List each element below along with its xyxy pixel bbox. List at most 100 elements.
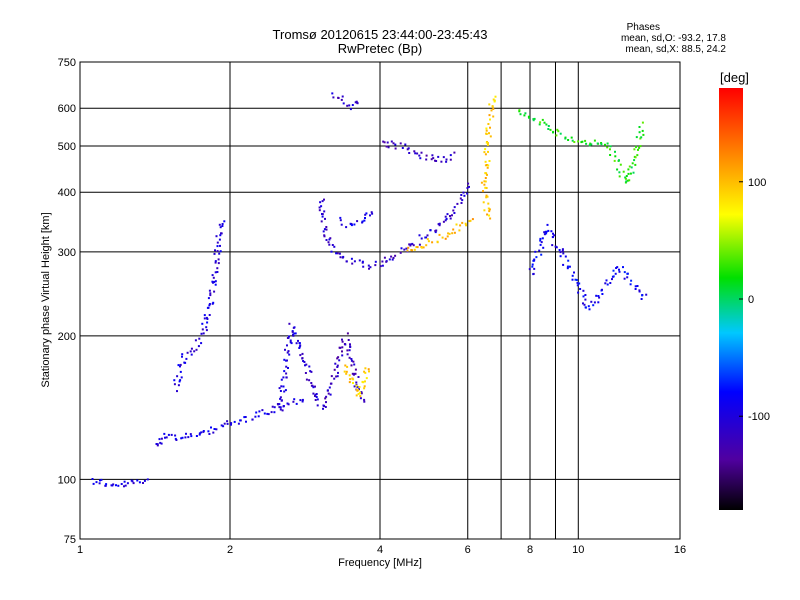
data-point xyxy=(541,118,544,121)
data-point xyxy=(635,136,638,139)
data-point xyxy=(181,436,184,439)
data-point xyxy=(299,399,302,402)
data-point xyxy=(280,378,283,381)
data-point xyxy=(329,382,332,385)
data-point xyxy=(442,220,445,223)
data-point xyxy=(431,241,434,244)
data-point xyxy=(218,252,221,255)
data-point xyxy=(394,254,397,257)
data-point xyxy=(324,217,326,220)
data-point xyxy=(335,252,338,255)
data-point xyxy=(409,243,412,246)
data-point xyxy=(466,192,469,195)
data-point xyxy=(341,346,344,349)
data-point xyxy=(483,151,486,154)
data-point xyxy=(539,121,542,124)
data-point xyxy=(175,439,178,441)
data-point xyxy=(480,181,483,184)
data-point xyxy=(279,396,282,399)
data-point xyxy=(295,342,298,345)
data-point xyxy=(609,148,611,151)
data-point xyxy=(354,368,357,371)
data-point xyxy=(281,409,284,412)
data-point xyxy=(394,143,397,146)
data-point xyxy=(351,372,354,375)
data-point xyxy=(216,271,219,273)
data-point xyxy=(533,259,536,262)
data-point xyxy=(460,194,463,196)
data-point xyxy=(323,198,325,201)
data-point xyxy=(458,229,461,232)
data-point xyxy=(544,230,547,233)
data-point xyxy=(123,480,126,483)
data-point xyxy=(564,255,567,258)
data-point xyxy=(214,261,217,264)
data-point xyxy=(291,330,294,333)
data-point xyxy=(583,303,586,306)
data-point xyxy=(357,376,360,378)
data-point xyxy=(335,375,338,378)
data-point xyxy=(263,412,266,415)
data-point xyxy=(566,267,569,270)
data-point xyxy=(485,132,488,135)
data-point xyxy=(198,432,201,435)
data-point xyxy=(535,256,538,259)
data-point xyxy=(337,371,339,374)
data-point xyxy=(451,232,454,235)
data-point xyxy=(303,361,306,363)
data-point xyxy=(570,136,573,139)
data-point xyxy=(189,433,192,436)
data-point xyxy=(487,150,489,153)
data-point xyxy=(612,275,615,278)
data-point xyxy=(220,424,223,427)
data-point xyxy=(574,278,577,281)
data-point xyxy=(213,290,216,293)
data-point xyxy=(287,367,289,369)
data-point xyxy=(626,179,629,182)
data-point xyxy=(451,214,453,217)
data-point xyxy=(358,386,361,388)
data-point xyxy=(379,265,382,268)
data-point xyxy=(350,224,353,227)
x-tick-label: 16 xyxy=(674,544,686,556)
data-point xyxy=(611,278,613,281)
data-point xyxy=(221,225,224,227)
data-point xyxy=(123,485,125,488)
data-point xyxy=(628,179,631,182)
data-point xyxy=(363,398,366,401)
data-point xyxy=(518,110,521,113)
data-point xyxy=(446,213,449,216)
data-point xyxy=(336,375,339,378)
data-point xyxy=(595,294,598,297)
data-point xyxy=(316,404,319,407)
data-point xyxy=(618,268,620,271)
data-point xyxy=(177,384,180,387)
data-point xyxy=(348,349,351,352)
data-point xyxy=(367,368,370,371)
data-point xyxy=(342,102,345,105)
data-point xyxy=(606,283,609,286)
data-point xyxy=(425,154,428,157)
data-point xyxy=(299,354,302,357)
data-point xyxy=(360,391,363,394)
data-point xyxy=(273,411,276,414)
data-point xyxy=(218,223,221,226)
data-point xyxy=(640,136,643,139)
data-point xyxy=(230,422,233,425)
data-point xyxy=(280,399,283,402)
data-point xyxy=(283,358,286,361)
data-point xyxy=(613,159,616,162)
colorbar-tick-label: -100 xyxy=(748,411,770,423)
data-point xyxy=(445,217,448,220)
data-point xyxy=(314,393,317,396)
data-point xyxy=(489,126,491,129)
x-tick-label: 8 xyxy=(527,544,533,556)
data-point xyxy=(641,129,644,132)
data-point xyxy=(356,385,359,388)
data-point xyxy=(348,381,351,384)
data-point xyxy=(485,196,488,199)
data-point xyxy=(487,207,490,210)
y-tick-label: 100 xyxy=(58,474,76,486)
data-point xyxy=(449,217,452,220)
data-point xyxy=(355,381,358,384)
